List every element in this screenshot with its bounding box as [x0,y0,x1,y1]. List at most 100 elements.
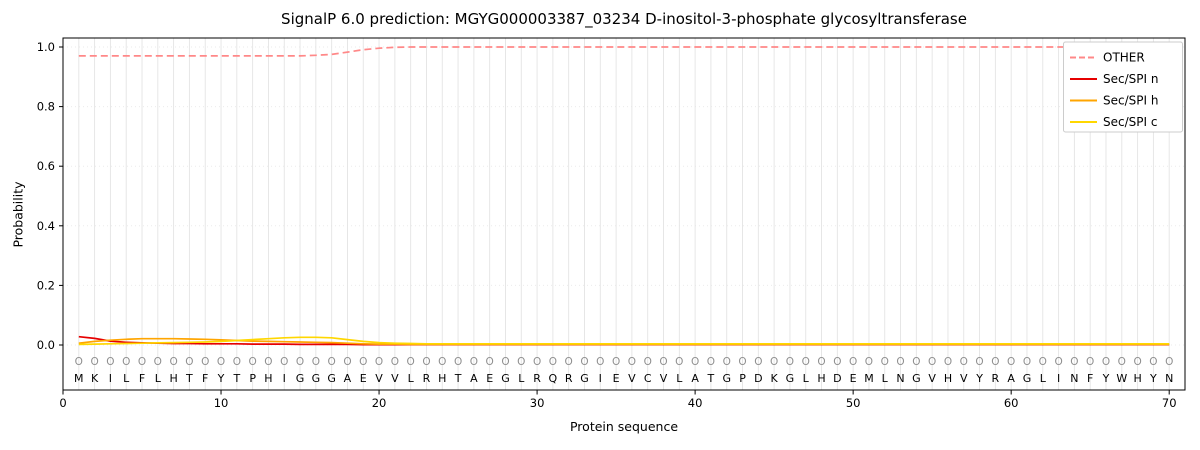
residue-char: G [501,372,510,385]
pred-label-char: O [644,356,652,368]
residue-char: I [1057,372,1060,385]
residue-char: V [375,372,383,385]
x-tick-label: 10 [214,396,229,410]
pred-label-char: O [185,356,193,368]
pred-label-char: O [249,356,257,368]
residue-char: E [850,372,857,385]
pred-label-char: O [580,356,588,368]
pred-label-char: O [169,356,177,368]
pred-label-char: O [422,356,430,368]
residue-char: L [408,372,415,385]
residue-char: V [391,372,399,385]
pred-label-char: O [438,356,446,368]
pred-label-char: O [565,356,573,368]
pred-label-char: O [138,356,146,368]
legend-label: OTHER [1103,51,1145,65]
pred-label-char: O [359,356,367,368]
pred-label-char: O [280,356,288,368]
pred-label-char: O [1023,356,1031,368]
residue-char: K [91,372,99,385]
pred-label-char: O [312,356,320,368]
pred-label-char: O [533,356,541,368]
residue-char: A [470,372,478,385]
pred-label-char: O [296,356,304,368]
residue-char: I [283,372,286,385]
legend-box [1063,41,1183,133]
residue-char: E [360,372,367,385]
residue-char: R [423,372,431,385]
residue-char: T [707,372,715,385]
pred-label-char: O [881,356,889,368]
x-tick-label: 0 [59,396,66,410]
residue-char: E [486,372,493,385]
residue-char: G [722,372,731,385]
residue-char: G [1023,372,1032,385]
pred-label-char: O [1149,356,1157,368]
pred-label-char: O [470,356,478,368]
pred-label-char: O [1165,356,1173,368]
pred-label-char: O [1039,356,1047,368]
pred-label-char: O [264,356,272,368]
residue-char: V [660,372,668,385]
residue-char: L [1040,372,1047,385]
residue-char: G [912,372,921,385]
pred-label-char: O [391,356,399,368]
pred-label-char: O [691,356,699,368]
pred-label-char: O [770,356,778,368]
pred-label-char: O [1086,356,1094,368]
residue-char: N [1165,372,1173,385]
residue-char: H [817,372,825,385]
pred-label-char: O [865,356,873,368]
residue-char: H [169,372,177,385]
pred-label-char: O [90,356,98,368]
residue-char: Q [549,372,558,385]
y-tick-label: 1.0 [37,40,55,54]
pred-label-char: O [628,356,636,368]
pred-label-char: O [343,356,351,368]
residue-char: C [644,372,652,385]
residue-char: F [139,372,145,385]
residue-char: G [327,372,336,385]
residue-char: T [454,372,462,385]
pred-label-char: O [817,356,825,368]
residue-char: P [249,372,256,385]
pred-label-char: O [1054,356,1062,368]
y-tick-label: 0.0 [37,338,55,352]
residue-char: T [185,372,193,385]
pred-label-char: O [833,356,841,368]
residue-char: G [580,372,589,385]
pred-label-char: O [328,356,336,368]
pred-label-char: O [106,356,114,368]
residue-char: R [565,372,573,385]
pred-label-char: O [754,356,762,368]
pred-label-char: O [975,356,983,368]
legend-label: Sec/SPI n [1103,72,1158,86]
residue-char: E [613,372,620,385]
residue-char: G [312,372,321,385]
legend: OTHER Sec/SPI n Sec/SPI h Sec/SPI c [1063,41,1183,133]
residue-char: L [882,372,889,385]
chart-title: SignalP 6.0 prediction: MGYG000003387_03… [281,10,967,28]
pred-label-char: O [122,356,130,368]
pred-label-char: O [707,356,715,368]
residue-char: D [754,372,762,385]
residue-char: H [1133,372,1141,385]
residue-char: N [896,372,904,385]
residue-char: A [691,372,699,385]
pred-label-char: O [596,356,604,368]
residue-char: L [518,372,525,385]
residue-char: I [599,372,602,385]
residue-char: H [438,372,446,385]
series-line-sec-spi-c [78,336,1170,346]
series-line-other [78,46,1170,57]
residue-char: F [1087,372,1093,385]
pred-label-char: O [786,356,794,368]
pred-label-char: O [75,356,83,368]
pred-label-char: O [944,356,952,368]
residue-char: L [803,372,810,385]
legend-label: Sec/SPI h [1103,94,1158,108]
legend-label: Sec/SPI c [1103,115,1157,129]
y-tick-label: 0.2 [37,278,55,292]
plot-border [62,37,1186,391]
